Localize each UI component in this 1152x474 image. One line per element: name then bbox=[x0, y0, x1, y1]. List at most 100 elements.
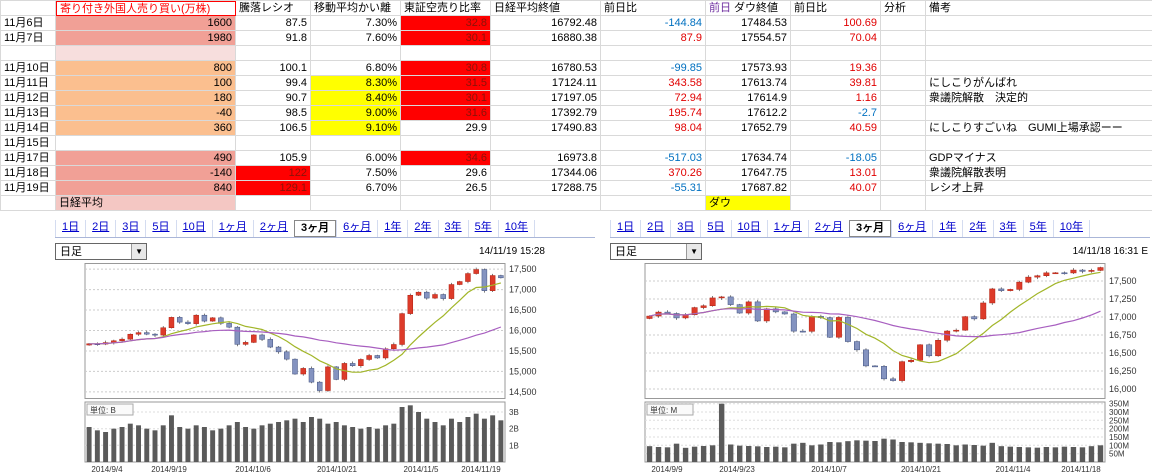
period-tab[interactable]: 3日 bbox=[670, 220, 700, 237]
period-tab[interactable]: 2ヶ月 bbox=[807, 220, 849, 237]
cell-date[interactable]: 11月18日 bbox=[1, 166, 56, 181]
cell-analysis[interactable] bbox=[881, 76, 926, 91]
header-dev[interactable]: 移動平均かい離 bbox=[311, 1, 401, 16]
period-tab[interactable]: 2日 bbox=[640, 220, 670, 237]
cell-ratio[interactable] bbox=[236, 196, 311, 211]
cell-ratio[interactable]: 122 bbox=[236, 166, 311, 181]
cell-analysis[interactable] bbox=[881, 121, 926, 136]
cell-short[interactable]: 32.8 bbox=[401, 16, 491, 31]
cell-dev[interactable]: 6.00% bbox=[311, 151, 401, 166]
cell-dowchg[interactable]: -2.7 bbox=[791, 106, 881, 121]
cell-nikkei[interactable]: 16792.48 bbox=[491, 16, 601, 31]
cell-analysis[interactable] bbox=[881, 16, 926, 31]
cell-note[interactable] bbox=[926, 136, 1152, 151]
header-dowchg[interactable]: 前日比 bbox=[791, 1, 881, 16]
header-nkchg[interactable]: 前日比 bbox=[601, 1, 706, 16]
chart-interval-select[interactable]: 日足 ▼ bbox=[610, 242, 702, 260]
cell-ratio[interactable] bbox=[236, 136, 311, 151]
cell-note[interactable] bbox=[926, 46, 1152, 61]
cell-nikkei[interactable] bbox=[491, 136, 601, 151]
cell-nkchg[interactable] bbox=[601, 46, 706, 61]
cell-short[interactable]: 29.6 bbox=[401, 166, 491, 181]
cell-note[interactable] bbox=[926, 16, 1152, 31]
cell-analysis[interactable] bbox=[881, 106, 926, 121]
cell-nikkei[interactable]: 16780.53 bbox=[491, 61, 601, 76]
chart-interval-select[interactable]: 日足 ▼ bbox=[55, 242, 147, 260]
period-tab[interactable]: 5年 bbox=[1022, 220, 1053, 237]
cell-analysis[interactable] bbox=[881, 31, 926, 46]
header-dow[interactable]: 前日 ダウ終値 bbox=[706, 1, 791, 16]
cell-short[interactable]: 30.8 bbox=[401, 61, 491, 76]
cell-analysis[interactable] bbox=[881, 151, 926, 166]
period-tab[interactable]: 2年 bbox=[407, 220, 437, 237]
header-date[interactable] bbox=[1, 1, 56, 16]
cell-dowchg[interactable]: 1.16 bbox=[791, 91, 881, 106]
cell-foreign[interactable]: -140 bbox=[56, 166, 236, 181]
cell-date[interactable]: 11月17日 bbox=[1, 151, 56, 166]
cell-nkchg[interactable]: 72.94 bbox=[601, 91, 706, 106]
cell-dev[interactable]: 7.60% bbox=[311, 31, 401, 46]
period-tab[interactable]: 1ヶ月 bbox=[211, 220, 253, 237]
cell-ratio[interactable]: 100.1 bbox=[236, 61, 311, 76]
cell-dev[interactable]: 7.30% bbox=[311, 16, 401, 31]
cell-foreign[interactable]: 800 bbox=[56, 61, 236, 76]
period-tab[interactable]: 10年 bbox=[497, 220, 535, 237]
cell-ratio[interactable]: 106.5 bbox=[236, 121, 311, 136]
period-tab[interactable]: 6ヶ月 bbox=[336, 220, 377, 237]
cell-nkchg[interactable] bbox=[601, 196, 706, 211]
cell-date[interactable]: 11月7日 bbox=[1, 31, 56, 46]
period-tab[interactable]: 1年 bbox=[932, 220, 962, 237]
cell-nikkei[interactable]: 16880.38 bbox=[491, 31, 601, 46]
cell-dow[interactable]: 17573.93 bbox=[706, 61, 791, 76]
cell-ratio[interactable]: 105.9 bbox=[236, 151, 311, 166]
cell-short[interactable]: 30.1 bbox=[401, 31, 491, 46]
cell-nkchg[interactable]: 87.9 bbox=[601, 31, 706, 46]
cell-note[interactable] bbox=[926, 106, 1152, 121]
cell-dow[interactable]: 17614.9 bbox=[706, 91, 791, 106]
period-tab[interactable]: 5日 bbox=[145, 220, 175, 237]
cell-nkchg[interactable]: -144.84 bbox=[601, 16, 706, 31]
cell-dow[interactable]: 17612.2 bbox=[706, 106, 791, 121]
period-tab[interactable]: 5日 bbox=[700, 220, 730, 237]
cell-foreign[interactable]: 180 bbox=[56, 91, 236, 106]
cell-nikkei[interactable]: 17124.11 bbox=[491, 76, 601, 91]
cell-short[interactable]: 26.5 bbox=[401, 181, 491, 196]
header-note[interactable]: 備考 bbox=[926, 1, 1152, 16]
cell-dev[interactable] bbox=[311, 46, 401, 61]
cell-dowchg[interactable]: 100.69 bbox=[791, 16, 881, 31]
header-nikkei[interactable]: 日経平均終値 bbox=[491, 1, 601, 16]
cell-nkchg[interactable]: 343.58 bbox=[601, 76, 706, 91]
cell-dow[interactable]: 17647.75 bbox=[706, 166, 791, 181]
cell-foreign[interactable]: -40 bbox=[56, 106, 236, 121]
period-tab[interactable]: 10日 bbox=[730, 220, 767, 237]
cell-date[interactable]: 11月10日 bbox=[1, 61, 56, 76]
cell-analysis[interactable] bbox=[881, 181, 926, 196]
period-tab[interactable]: 3年 bbox=[437, 220, 468, 237]
cell-note[interactable] bbox=[926, 61, 1152, 76]
cell-date[interactable]: 11月15日 bbox=[1, 136, 56, 151]
cell-dow[interactable] bbox=[706, 136, 791, 151]
cell-short[interactable] bbox=[401, 46, 491, 61]
cell-short[interactable]: 31.5 bbox=[401, 76, 491, 91]
cell-nkchg[interactable]: -517.03 bbox=[601, 151, 706, 166]
cell-dow[interactable]: 17554.57 bbox=[706, 31, 791, 46]
cell-note[interactable]: GDPマイナス bbox=[926, 151, 1152, 166]
cell-date[interactable]: 11月19日 bbox=[1, 181, 56, 196]
cell-dev[interactable] bbox=[311, 136, 401, 151]
cell-short[interactable]: 34.6 bbox=[401, 151, 491, 166]
cell-short[interactable]: 31.6 bbox=[401, 106, 491, 121]
cell-foreign[interactable]: 490 bbox=[56, 151, 236, 166]
period-tab[interactable]: 3年 bbox=[992, 220, 1023, 237]
cell-dowchg[interactable]: 40.07 bbox=[791, 181, 881, 196]
cell-nikkei[interactable] bbox=[491, 196, 601, 211]
cell-ratio[interactable]: 98.5 bbox=[236, 106, 311, 121]
cell-nkchg[interactable] bbox=[601, 136, 706, 151]
cell-nikkei[interactable] bbox=[491, 46, 601, 61]
cell-dowchg[interactable]: 39.81 bbox=[791, 76, 881, 91]
cell-foreign[interactable] bbox=[56, 136, 236, 151]
period-tab[interactable]: 2ヶ月 bbox=[252, 220, 294, 237]
cell-dev[interactable] bbox=[311, 196, 401, 211]
cell-date[interactable] bbox=[1, 46, 56, 61]
cell-dow[interactable]: 17484.53 bbox=[706, 16, 791, 31]
header-analysis[interactable]: 分析 bbox=[881, 1, 926, 16]
